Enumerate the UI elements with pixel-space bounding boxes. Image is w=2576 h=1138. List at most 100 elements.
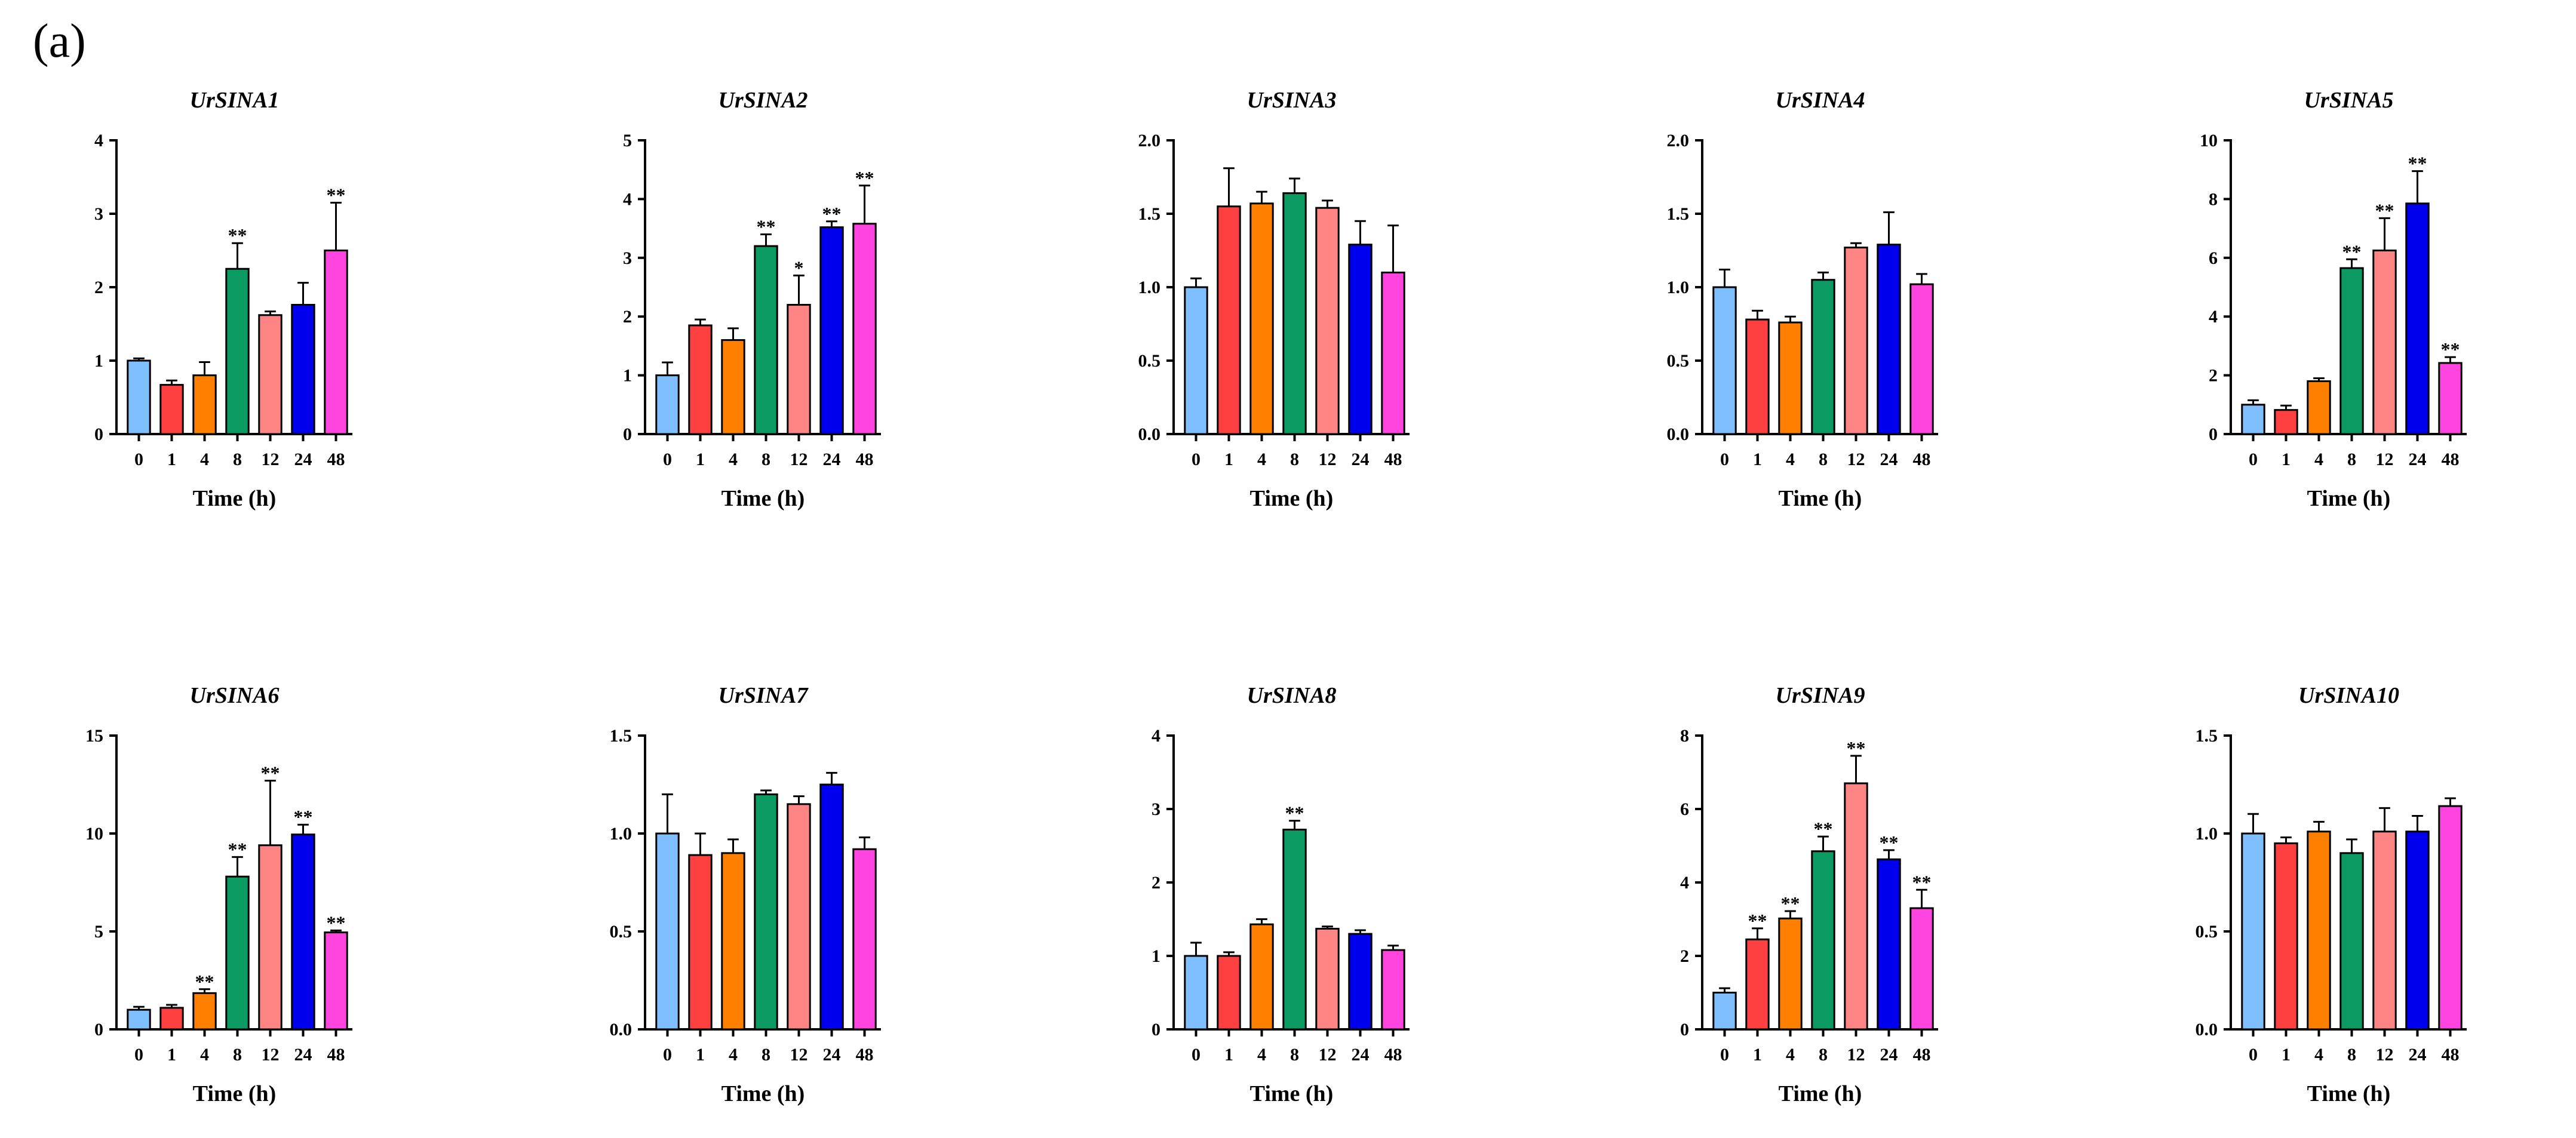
error-bar xyxy=(2379,217,2390,251)
error-bar xyxy=(166,379,177,385)
error-bar xyxy=(1289,177,1300,193)
error-bar xyxy=(1322,925,1333,929)
chart-title: UrSINA2 xyxy=(719,88,808,113)
error-bar xyxy=(760,789,772,795)
y-tick-label: 8 xyxy=(2209,189,2218,209)
x-tick-label: 1 xyxy=(167,450,176,469)
error-bar xyxy=(2379,807,2390,832)
y-tick-label: 2 xyxy=(2209,366,2218,386)
y-tick-label: 6 xyxy=(1680,799,1689,819)
x-axis-label: Time (h) xyxy=(193,486,277,511)
bar xyxy=(225,267,250,435)
y-tick-label: 5 xyxy=(94,922,103,942)
error-bar xyxy=(662,793,673,833)
significance-label: ** xyxy=(2375,199,2394,221)
x-axis-label: Time (h) xyxy=(721,1081,805,1106)
error-bar xyxy=(265,779,276,845)
bar xyxy=(2372,831,2397,1031)
error-bar xyxy=(1719,268,1730,287)
error-bar xyxy=(2412,814,2423,832)
x-tick-label: 4 xyxy=(2314,450,2323,469)
y-tick-label: 6 xyxy=(2209,248,2218,268)
x-tick-label: 0 xyxy=(2249,1045,2258,1065)
x-tick-label: 48 xyxy=(2442,450,2460,469)
error-bar xyxy=(760,233,772,247)
y-tick-label: 2 xyxy=(1680,946,1689,966)
error-bar xyxy=(1387,224,1399,273)
y-tick-label: 0.0 xyxy=(610,1020,633,1039)
x-tick-label: 24 xyxy=(1880,450,1898,469)
significance-label: ** xyxy=(195,971,214,992)
error-bar xyxy=(199,361,210,376)
x-tick-label: 0 xyxy=(663,1045,672,1065)
error-bar xyxy=(2412,170,2423,204)
error-bar xyxy=(695,832,706,856)
bar xyxy=(2274,409,2298,435)
x-tick-label: 4 xyxy=(2314,1045,2323,1065)
error-bar xyxy=(1223,951,1235,956)
x-tick-label: 0 xyxy=(134,1045,143,1065)
y-tick-label: 2 xyxy=(623,307,632,327)
error-bar xyxy=(2445,797,2456,807)
error-bar xyxy=(1883,849,1895,860)
bar xyxy=(1282,828,1307,1031)
significance-label: ** xyxy=(2441,339,2460,360)
bar xyxy=(2241,404,2265,435)
x-tick-label: 4 xyxy=(1786,450,1795,469)
x-tick-label: 24 xyxy=(1352,1045,1370,1065)
x-tick-label: 24 xyxy=(294,1045,312,1065)
chart-title: UrSINA4 xyxy=(1776,88,1865,113)
bar xyxy=(258,844,283,1031)
bar xyxy=(1249,202,1274,435)
y-tick-label: 1.0 xyxy=(610,824,633,844)
y-tick-label: 1.0 xyxy=(1667,278,1690,297)
bar xyxy=(754,793,778,1031)
bar xyxy=(159,384,184,435)
error-bar xyxy=(2248,399,2259,405)
bar xyxy=(324,931,348,1031)
error-bar xyxy=(1883,211,1895,245)
error-bar xyxy=(2313,820,2325,832)
bar xyxy=(1745,938,1770,1031)
x-tick-label: 1 xyxy=(1224,1045,1233,1065)
error-bar xyxy=(1223,167,1235,207)
y-tick-label: 4 xyxy=(94,131,103,150)
x-tick-label: 8 xyxy=(1290,1045,1299,1065)
x-tick-label: 4 xyxy=(1257,1045,1266,1065)
y-tick-label: 0 xyxy=(623,425,632,444)
x-tick-label: 8 xyxy=(762,1045,770,1065)
bar xyxy=(1184,955,1208,1031)
x-tick-label: 12 xyxy=(1319,450,1337,469)
panel-label: (a) xyxy=(33,15,86,67)
error-bar xyxy=(826,220,837,227)
error-bar xyxy=(2248,813,2259,833)
y-tick-label: 0 xyxy=(1680,1020,1689,1039)
x-tick-label: 12 xyxy=(790,450,808,469)
error-bar xyxy=(1916,888,1927,909)
error-bar xyxy=(1916,273,1927,285)
y-tick-label: 0.0 xyxy=(1667,425,1690,444)
x-tick-label: 0 xyxy=(1192,1045,1201,1065)
error-bar xyxy=(2346,258,2357,269)
bar xyxy=(1184,286,1208,435)
x-tick-label: 48 xyxy=(1384,450,1402,469)
error-bar xyxy=(859,836,870,850)
bar xyxy=(1778,917,1803,1031)
x-axis-label: Time (h) xyxy=(2307,486,2391,511)
y-tick-label: 2 xyxy=(1152,873,1160,893)
bar xyxy=(1811,279,1835,435)
bar xyxy=(1877,244,1901,435)
bar xyxy=(2372,250,2397,435)
error-bar xyxy=(2280,836,2292,844)
bar xyxy=(721,852,745,1031)
x-tick-label: 1 xyxy=(696,450,705,469)
x-tick-label: 0 xyxy=(1720,450,1729,469)
significance-label: ** xyxy=(327,184,346,206)
significance-label: ** xyxy=(1912,871,1932,893)
error-bar xyxy=(199,988,210,994)
significance-label: ** xyxy=(1748,910,1767,931)
bar xyxy=(1745,318,1770,435)
x-tick-label: 12 xyxy=(790,1045,808,1065)
